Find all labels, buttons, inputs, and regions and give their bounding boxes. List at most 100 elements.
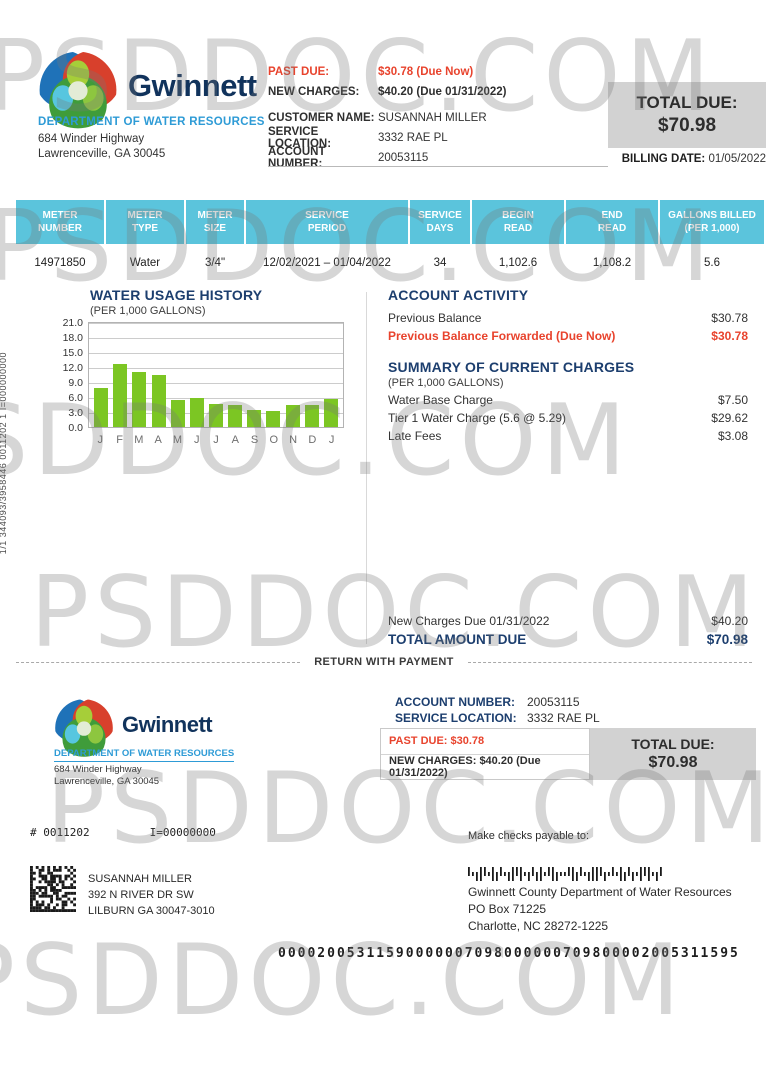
billing-date-value: 01/05/2022: [708, 153, 766, 165]
table-header-service-period: SERVICE PERIOD: [246, 200, 408, 244]
customer-address-line2: LILBURN GA 30047-3010: [88, 904, 215, 917]
department-address-line1: 684 Winder Highway: [38, 133, 145, 145]
chart-y-tick: 21.0: [62, 317, 83, 329]
balance-forwarded-row: Previous Balance Forwarded (Due Now) $30…: [388, 327, 748, 345]
current-charges-title: SUMMARY OF CURRENT CHARGES: [388, 359, 635, 375]
brand-wordmark: Gwinnett: [128, 68, 257, 103]
chart-y-tick: 18.0: [62, 332, 83, 344]
table-cell-service-period: 12/02/2021 – 01/04/2022: [263, 257, 391, 269]
gwinnett-logo-icon: [39, 51, 117, 129]
water-base-charge-value: $7.50: [717, 393, 748, 407]
previous-balance-value: $30.78: [711, 311, 748, 325]
late-fees-row: Late Fees $3.08: [388, 427, 748, 445]
stub-account-number-value: 20053115: [527, 695, 580, 709]
table-cell-gallons-billed: 5.6: [704, 257, 720, 269]
total-due-label: TOTAL DUE:: [636, 93, 738, 112]
stub-total-due-label: TOTAL DUE:: [631, 736, 715, 752]
previous-balance-label: Previous Balance: [388, 311, 482, 325]
customer-address-line1: 392 N RIVER DR SW: [88, 888, 194, 901]
chart-bar: [113, 364, 128, 427]
print-code-2: I=00000000: [149, 826, 216, 839]
billing-summary: PAST DUE: $30.78 (Due Now) NEW CHARGES: …: [268, 62, 613, 170]
payee-name: Gwinnett County Department of Water Reso…: [468, 885, 732, 899]
total-amount-due-row: TOTAL AMOUNT DUE $70.98: [388, 630, 748, 648]
side-print-code: 1/1 344093/3958446 0011202 1 I=000000000: [0, 352, 8, 555]
return-with-payment-label: RETURN WITH PAYMENT: [314, 656, 454, 668]
payee-address-line2: Charlotte, NC 28272-1225: [468, 918, 609, 933]
stub-service-location-label: SERVICE LOCATION:: [395, 711, 517, 725]
table-cell-end-read: 1,108.2: [592, 257, 632, 269]
payee-address-line1: PO Box 71225: [468, 901, 547, 916]
chart-x-tick: M: [172, 434, 182, 446]
total-due-box: TOTAL DUE: $70.98: [608, 82, 766, 148]
payable-note: Make checks payable to:: [468, 830, 590, 842]
chart-bar: [323, 399, 338, 427]
stub-account-number-row: ACCOUNT NUMBER: 20053115: [395, 694, 685, 710]
total-amount-due-label: TOTAL AMOUNT DUE: [388, 631, 527, 647]
customer-name: SUSANNAH MILLER: [88, 873, 192, 885]
department-address-line2: Lawrenceville, GA 30045: [38, 148, 166, 160]
chart-bar: [170, 399, 185, 427]
intelligent-mail-barcode-icon: [468, 867, 662, 881]
stub-account-info: ACCOUNT NUMBER: 20053115 SERVICE LOCATIO…: [395, 694, 685, 726]
stub-service-location-value: 3332 RAE PL: [527, 711, 600, 725]
past-due-row: PAST DUE: $30.78 (Due Now): [268, 62, 613, 82]
chart-y-tick: 6.0: [68, 392, 83, 404]
late-fees-value: $3.08: [717, 429, 748, 443]
table-cell-meter-type: Water: [129, 257, 161, 269]
service-location-label: SERVICE LOCATION:: [268, 126, 332, 150]
tier1-charge-label: Tier 1 Water Charge (5.6 @ 5.29): [388, 411, 567, 425]
chart-bar: [132, 371, 147, 427]
billing-date: BILLING DATE: 01/05/2022: [600, 153, 766, 165]
new-charges-due-value: $40.20: [711, 614, 748, 628]
chart-bar: [304, 405, 319, 427]
new-charges-due-label: New Charges Due 01/31/2022: [388, 614, 550, 628]
chart-y-tick: 12.0: [62, 362, 83, 374]
brand-wordmark: Gwinnett: [122, 712, 213, 737]
table-cell-service-days: 34: [433, 257, 447, 269]
chart-x-tick: M: [134, 434, 144, 446]
account-activity-title: ACCOUNT ACTIVITY: [388, 287, 529, 303]
print-codes: # 0011202 I=00000000: [30, 826, 216, 839]
customer-name-label: CUSTOMER NAME:: [268, 112, 375, 124]
table-header-meter-size: METER SIZE: [186, 200, 244, 244]
chart-plot: [88, 322, 344, 428]
table-header-begin-read: BEGIN READ: [472, 200, 564, 244]
stub-total-due-box: TOTAL DUE: $70.98: [590, 728, 756, 780]
chart-bar: [208, 403, 223, 427]
new-charges-label: NEW CHARGES:: [268, 86, 360, 98]
account-number-row: ACCOUNT NUMBER: 20053115: [268, 146, 613, 170]
late-fees-label: Late Fees: [388, 429, 442, 443]
chart-y-tick: 3.0: [68, 407, 83, 419]
water-base-charge-label: Water Base Charge: [388, 393, 493, 407]
chart-x-tick: S: [250, 434, 259, 446]
chart-x-tick: J: [328, 434, 335, 446]
chart-bar: [94, 387, 109, 427]
service-location-value: 3332 RAE PL: [378, 132, 448, 144]
chart-x-tick: D: [308, 434, 317, 446]
column-divider: [366, 292, 367, 644]
table-header-meter-number: METER NUMBER: [16, 200, 104, 244]
department-name: DEPARTMENT OF WATER RESOURCES: [38, 116, 265, 128]
stub-account-number-label: ACCOUNT NUMBER:: [395, 695, 515, 709]
chart-x-tick: A: [154, 434, 162, 446]
total-amount-due-value: $70.98: [706, 631, 748, 647]
account-number-value: 20053115: [378, 152, 429, 164]
dashed-line: [16, 661, 301, 663]
watermark-text: PSDDOC.COM: [0, 924, 686, 1038]
dashed-line: [467, 661, 753, 663]
chart-bar: [247, 409, 262, 427]
chart-bar: [189, 397, 204, 427]
chart-x-tick: J: [213, 434, 219, 446]
header-divider: [268, 166, 608, 167]
customer-mailing-address: SUSANNAH MILLER 392 N RIVER DR SW LILBUR…: [88, 872, 215, 920]
current-charges-subtitle: (PER 1,000 GALLONS): [388, 377, 504, 389]
chart-x-tick: O: [269, 434, 279, 446]
chart-bar: [285, 404, 300, 427]
table-cell-begin-read: 1,102.6: [498, 257, 538, 269]
stub-new-charges: NEW CHARGES: $40.20 (Due 01/31/2022): [389, 754, 541, 779]
water-base-charge-row: Water Base Charge $7.50: [388, 391, 748, 409]
